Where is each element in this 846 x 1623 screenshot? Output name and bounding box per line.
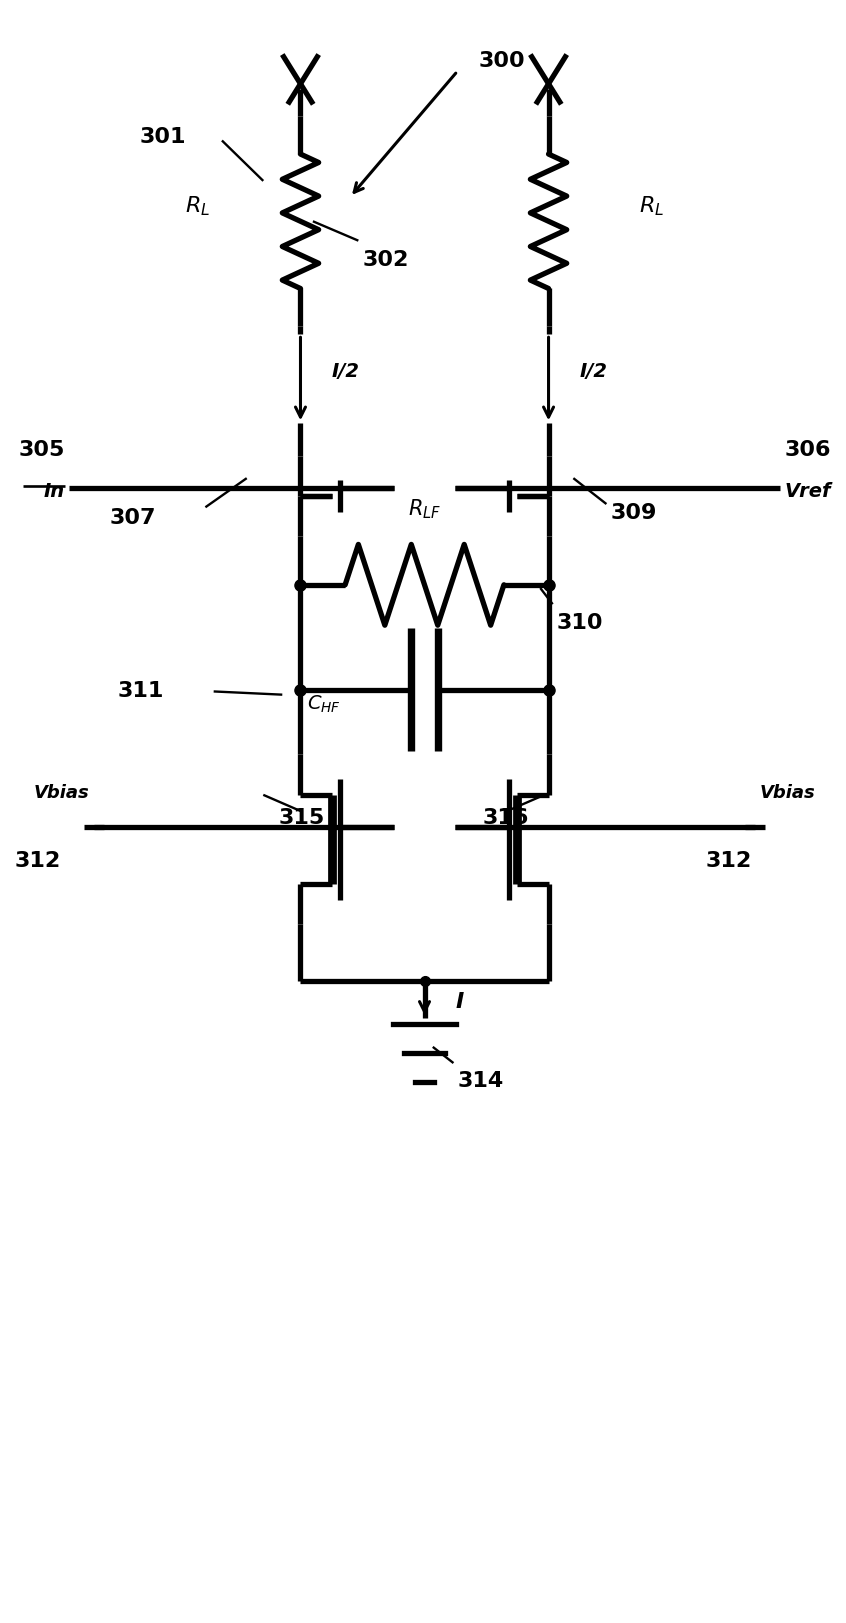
Text: $R_L$: $R_L$ bbox=[184, 195, 210, 217]
Text: 316: 316 bbox=[482, 808, 529, 828]
Text: 301: 301 bbox=[140, 127, 186, 146]
Text: 309: 309 bbox=[611, 503, 657, 523]
Text: 312: 312 bbox=[706, 850, 752, 870]
Text: $R_L$: $R_L$ bbox=[640, 195, 664, 217]
Text: I: I bbox=[456, 992, 464, 1011]
Text: 305: 305 bbox=[19, 440, 65, 459]
Text: $C_{HF}$: $C_{HF}$ bbox=[307, 693, 341, 714]
Text: In: In bbox=[44, 482, 65, 502]
Text: 306: 306 bbox=[784, 440, 831, 459]
Text: Vbias: Vbias bbox=[760, 784, 816, 802]
Text: I/2: I/2 bbox=[580, 362, 608, 381]
Text: I/2: I/2 bbox=[332, 362, 360, 381]
Text: 315: 315 bbox=[279, 808, 326, 828]
Text: Vref: Vref bbox=[784, 482, 831, 502]
Text: 312: 312 bbox=[14, 850, 61, 870]
Text: 307: 307 bbox=[109, 508, 156, 527]
Text: Vbias: Vbias bbox=[34, 784, 90, 802]
Text: $R_{LF}$: $R_{LF}$ bbox=[408, 497, 441, 521]
Text: 311: 311 bbox=[118, 680, 164, 701]
Text: 302: 302 bbox=[362, 250, 409, 269]
Text: 314: 314 bbox=[458, 1070, 504, 1089]
Text: 310: 310 bbox=[557, 613, 603, 633]
Text: 300: 300 bbox=[478, 50, 525, 71]
